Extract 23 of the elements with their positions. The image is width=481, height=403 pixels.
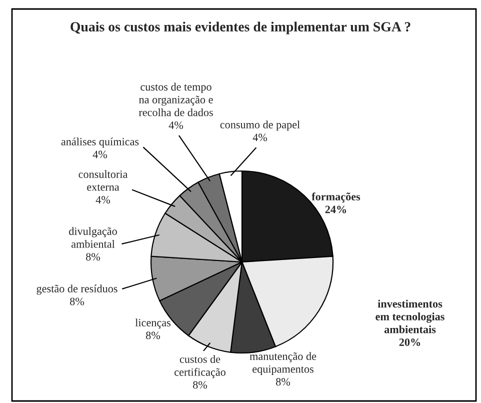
- slice-label: consultoria externa: [78, 170, 128, 191]
- data-label: 8%: [193, 381, 208, 389]
- slice-label: manutenção de equipamentos: [250, 352, 316, 376]
- data-label: 24%: [325, 206, 346, 214]
- data-label: 20%: [399, 338, 420, 346]
- slice-label: investimentos em tecnologias ambientais: [376, 300, 444, 334]
- slice-label: custos de tempo na organização e recolha de dados: [138, 82, 213, 116]
- data-label: 8%: [146, 332, 160, 340]
- data-label: 4%: [92, 150, 108, 158]
- data-label: 4%: [96, 196, 110, 204]
- data-label: 4%: [252, 134, 268, 142]
- slice-label: análises químicas: [61, 138, 139, 148]
- slice-label: consumo de papel: [220, 120, 300, 131]
- data-label: 8%: [70, 298, 84, 306]
- data-label: 8%: [86, 253, 100, 261]
- data-label: 8%: [276, 378, 290, 386]
- slice-label: custos de certificação: [174, 355, 226, 378]
- data-label: 4%: [168, 121, 184, 129]
- slice-label: formações: [312, 192, 360, 203]
- slice-label: gestão de resíduos: [36, 284, 118, 295]
- slice-label: licenças: [135, 318, 170, 329]
- chart-title: Quais os custos mais evidentes de implementar um SGA ?: [70, 22, 410, 34]
- slice-label: divulgação ambiental: [69, 227, 117, 248]
